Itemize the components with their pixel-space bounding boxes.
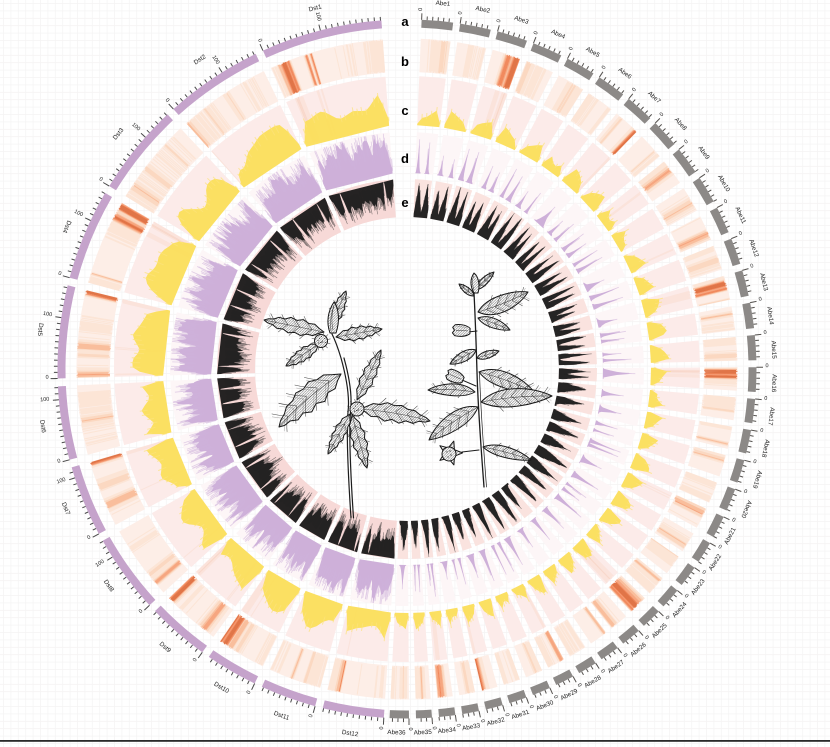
- svg-text:Abe18: Abe18: [760, 439, 771, 459]
- svg-text:0: 0: [631, 87, 638, 93]
- svg-text:Abe34: Abe34: [437, 726, 456, 735]
- svg-text:Abe28: Abe28: [583, 674, 603, 690]
- svg-text:0: 0: [455, 723, 461, 727]
- svg-text:0: 0: [683, 139, 689, 146]
- svg-text:0: 0: [98, 176, 104, 183]
- svg-text:Abe15: Abe15: [770, 340, 778, 359]
- svg-text:Abe3: Abe3: [513, 15, 530, 26]
- svg-text:e: e: [401, 195, 408, 210]
- svg-text:a: a: [401, 14, 409, 29]
- svg-text:0: 0: [723, 199, 728, 206]
- svg-text:0: 0: [86, 535, 92, 542]
- svg-text:0: 0: [528, 704, 535, 709]
- svg-text:0: 0: [599, 669, 606, 675]
- svg-text:b: b: [401, 54, 409, 69]
- svg-text:0: 0: [58, 271, 63, 278]
- svg-text:0: 0: [379, 726, 385, 729]
- svg-text:100: 100: [43, 311, 53, 318]
- svg-text:0: 0: [621, 653, 628, 659]
- svg-text:0: 0: [576, 683, 583, 689]
- svg-text:Abe23: Abe23: [690, 577, 707, 596]
- svg-text:Abe36: Abe36: [387, 729, 406, 737]
- svg-text:Abe14: Abe14: [765, 306, 775, 326]
- svg-text:Abe13: Abe13: [758, 272, 769, 292]
- svg-text:0: 0: [552, 694, 559, 699]
- svg-text:0: 0: [701, 569, 707, 576]
- svg-text:0: 0: [659, 112, 665, 118]
- svg-text:Dst11: Dst11: [273, 710, 291, 722]
- svg-text:100: 100: [73, 209, 84, 218]
- svg-text:Dst3: Dst3: [112, 127, 126, 142]
- svg-text:100: 100: [95, 559, 106, 569]
- svg-text:0: 0: [496, 19, 503, 24]
- svg-text:Abe35: Abe35: [413, 729, 432, 737]
- svg-text:0: 0: [192, 657, 199, 663]
- svg-text:Abe26: Abe26: [629, 641, 648, 658]
- svg-text:100: 100: [130, 122, 141, 133]
- svg-text:0: 0: [479, 719, 486, 723]
- svg-text:100: 100: [56, 477, 67, 486]
- svg-text:Abe2: Abe2: [475, 5, 491, 15]
- svg-text:Abe27: Abe27: [607, 659, 626, 675]
- svg-text:100: 100: [314, 11, 322, 21]
- svg-text:Dst9: Dst9: [158, 641, 173, 655]
- svg-text:Dst4: Dst4: [61, 219, 73, 234]
- svg-text:Dst7: Dst7: [60, 501, 72, 516]
- svg-text:100: 100: [210, 55, 220, 66]
- svg-text:0: 0: [458, 11, 464, 15]
- svg-text:0: 0: [431, 726, 437, 729]
- svg-text:d: d: [401, 151, 409, 166]
- svg-text:Dst10: Dst10: [212, 681, 230, 696]
- svg-text:0: 0: [664, 615, 670, 621]
- svg-text:Abe17: Abe17: [766, 407, 775, 426]
- svg-text:Dst1: Dst1: [308, 3, 323, 13]
- svg-text:100: 100: [40, 397, 50, 404]
- svg-text:0: 0: [738, 230, 743, 237]
- svg-text:Dst5: Dst5: [36, 323, 44, 337]
- svg-text:0: 0: [308, 714, 315, 719]
- svg-text:c: c: [401, 103, 408, 118]
- svg-text:0: 0: [758, 296, 762, 302]
- svg-text:Abe16: Abe16: [770, 374, 778, 393]
- svg-text:0: 0: [164, 97, 171, 103]
- svg-text:0: 0: [705, 168, 711, 175]
- svg-text:0: 0: [717, 544, 723, 551]
- svg-text:Dst6: Dst6: [38, 419, 47, 433]
- svg-text:Abe29: Abe29: [560, 687, 580, 702]
- svg-text:0: 0: [743, 489, 748, 496]
- svg-text:0: 0: [750, 263, 755, 270]
- svg-text:Abe25: Abe25: [651, 622, 669, 640]
- svg-text:0: 0: [533, 31, 540, 36]
- svg-text:0: 0: [760, 428, 764, 434]
- svg-text:0: 0: [256, 38, 263, 43]
- svg-text:Abe11: Abe11: [733, 206, 747, 225]
- svg-text:0: 0: [763, 330, 767, 336]
- svg-text:0: 0: [407, 727, 413, 730]
- svg-text:0: 0: [764, 396, 768, 402]
- svg-text:0: 0: [418, 8, 424, 11]
- svg-text:0: 0: [683, 593, 689, 600]
- svg-text:Abe8: Abe8: [673, 116, 688, 132]
- svg-text:Abe33: Abe33: [462, 722, 482, 732]
- svg-text:0: 0: [246, 690, 253, 695]
- svg-text:Abe10: Abe10: [716, 174, 732, 194]
- svg-text:Abe31: Abe31: [511, 709, 531, 721]
- svg-text:Dst12: Dst12: [341, 729, 359, 739]
- svg-text:0: 0: [601, 65, 608, 71]
- svg-text:0: 0: [503, 713, 510, 718]
- svg-text:0: 0: [643, 635, 650, 641]
- svg-text:0: 0: [765, 363, 768, 369]
- svg-text:Abe32: Abe32: [486, 716, 506, 727]
- svg-text:0: 0: [138, 608, 144, 614]
- svg-text:Abe30: Abe30: [535, 699, 555, 713]
- svg-text:0: 0: [731, 517, 736, 524]
- svg-text:0: 0: [568, 46, 575, 51]
- svg-text:Abe1: Abe1: [435, 0, 451, 8]
- svg-text:Abe19: Abe19: [751, 470, 763, 490]
- svg-text:0: 0: [45, 375, 48, 381]
- svg-text:0: 0: [57, 458, 62, 465]
- svg-text:0: 0: [753, 459, 758, 466]
